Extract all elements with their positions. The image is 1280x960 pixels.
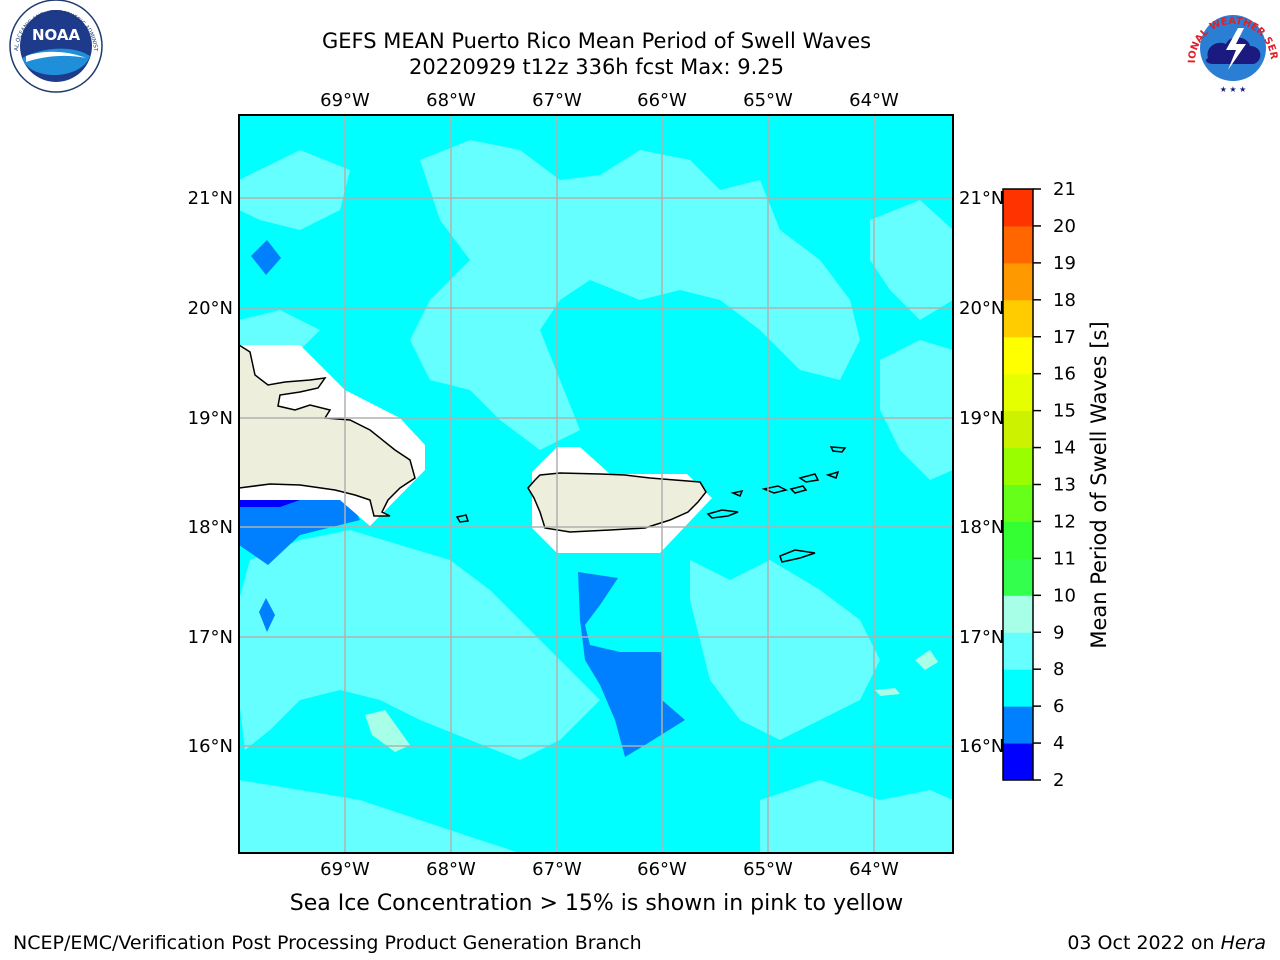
colorbar-tick-label: 14	[1053, 438, 1076, 459]
lon-label-top: 69°W	[320, 90, 370, 111]
colorbar: 2 4 6 8 9 10 11 12 13 14 15 16 17 18 19 20 21	[1002, 179, 1076, 791]
colorbar-tick-label: 9	[1053, 622, 1064, 643]
swell-period-9-10-patches	[365, 650, 938, 752]
swell-period-2-4-region	[239, 500, 300, 507]
colorbar-tick-label: 18	[1053, 290, 1076, 311]
lat-label-right: 16°N	[959, 736, 1004, 757]
lon-labels-top: 69°W 68°W 67°W 66°W 65°W 64°W	[320, 90, 899, 111]
colorbar-swatch	[1003, 484, 1033, 522]
colorbar-tick-label: 13	[1053, 475, 1076, 496]
colorbar-swatch	[1003, 632, 1033, 670]
colorbar-swatch	[1003, 225, 1033, 264]
colorbar-tick-label: 16	[1053, 364, 1076, 385]
map-plot-area	[239, 115, 953, 853]
colorbar-swatch	[1003, 743, 1033, 781]
lat-label-left: 20°N	[188, 298, 233, 319]
colorbar-tick-label: 8	[1053, 659, 1064, 680]
lon-label-bottom: 64°W	[849, 859, 899, 880]
colorbar-label: Mean Period of Swell Waves [s]	[1087, 321, 1111, 648]
credit-date: 03 Oct 2022 on Hera	[1067, 932, 1266, 954]
lat-label-left: 19°N	[188, 408, 233, 429]
colorbar-swatch	[1003, 669, 1033, 707]
colorbar-tick-label: 20	[1053, 216, 1076, 237]
credit-host: Hera	[1220, 932, 1266, 954]
lat-label-right: 20°N	[959, 298, 1004, 319]
map-frame	[238, 114, 954, 854]
colorbar-swatch	[1003, 262, 1033, 301]
virgin-islands-and-small-islands	[455, 446, 847, 563]
lat-label-right: 17°N	[959, 627, 1004, 648]
lat-label-right: 18°N	[959, 517, 1004, 538]
colorbar-tick-label: 17	[1053, 327, 1076, 348]
colorbar-swatch	[1003, 558, 1033, 596]
colorbar-tick-label: 19	[1053, 253, 1076, 274]
noaa-logo-text: NOAA	[32, 26, 81, 44]
lon-label-bottom: 65°W	[743, 859, 793, 880]
lat-label-left: 16°N	[188, 736, 233, 757]
lon-label-top: 68°W	[426, 90, 476, 111]
colorbar-swatch	[1003, 521, 1033, 559]
colorbar-tick-label: 6	[1053, 696, 1064, 717]
colorbar-swatch	[1003, 189, 1033, 227]
colorbar-tick-label: 12	[1053, 511, 1076, 532]
chart-title: GEFS MEAN Puerto Rico Mean Period of Swe…	[321, 29, 872, 53]
lon-label-top: 67°W	[532, 90, 582, 111]
sea-ice-note: Sea Ice Concentration > 15% is shown in …	[289, 891, 904, 916]
colorbar-tick-label: 10	[1053, 585, 1076, 606]
credit-branch: NCEP/EMC/Verification Post Processing Pr…	[13, 932, 642, 954]
lon-label-top: 64°W	[849, 90, 899, 111]
lon-label-bottom: 68°W	[426, 859, 476, 880]
lat-label-right: 19°N	[959, 408, 1004, 429]
swell-period-4-6-region	[239, 240, 685, 757]
hispaniola-landmass	[239, 344, 416, 517]
lat-label-left: 18°N	[188, 517, 233, 538]
lat-label-left: 17°N	[188, 627, 233, 648]
lon-label-bottom: 66°W	[637, 859, 687, 880]
lat-label-left: 21°N	[188, 188, 233, 209]
lat-labels-left: 21°N 20°N 19°N 18°N 17°N 16°N	[188, 188, 233, 757]
graticule-grid	[239, 115, 953, 853]
colorbar-swatch	[1003, 706, 1033, 744]
colorbar-tick-label: 21	[1053, 179, 1076, 200]
lon-label-top: 66°W	[637, 90, 687, 111]
lon-labels-bottom: 69°W 68°W 67°W 66°W 65°W 64°W	[320, 859, 899, 880]
nws-logo: NATIONAL WEATHER SERVICE ★ ★ ★	[0, 0, 1279, 94]
lat-label-right: 21°N	[959, 188, 1004, 209]
colorbar-swatch	[1003, 595, 1033, 633]
nws-ring-text: NATIONAL WEATHER SERVICE	[0, 0, 1279, 63]
swell-period-8-9-region	[239, 140, 953, 853]
colorbar-swatch	[1003, 410, 1033, 449]
colorbar-swatch	[1003, 336, 1033, 375]
colorbar-tick-label: 15	[1053, 401, 1076, 422]
colorbar-swatch	[1003, 373, 1033, 412]
colorbar-tick-label: 4	[1053, 733, 1064, 754]
colorbar-swatch	[1003, 447, 1033, 485]
lat-labels-right: 21°N 20°N 19°N 18°N 17°N 16°N	[959, 188, 1004, 757]
nws-stars-icon: ★ ★ ★	[1220, 85, 1247, 94]
noaa-logo: NOAA NATIONAL OCEANIC AND ATMOSPHERIC AD…	[0, 0, 103, 93]
colorbar-tick-label: 11	[1053, 548, 1076, 569]
lon-label-top: 65°W	[743, 90, 793, 111]
lon-label-bottom: 69°W	[320, 859, 370, 880]
colorbar-tick-label: 2	[1053, 770, 1064, 791]
colorbar-swatch	[1003, 299, 1033, 338]
chart-subtitle-run-info: 20220929 t12z 336h fcst Max: 9.25	[409, 55, 784, 79]
lon-label-bottom: 67°W	[532, 859, 582, 880]
credit-date-text: 03 Oct 2022 on	[1067, 932, 1215, 954]
svg-text:NATIONAL WEATHER SERVICE: NATIONAL WEATHER SERVICE	[0, 0, 1279, 63]
